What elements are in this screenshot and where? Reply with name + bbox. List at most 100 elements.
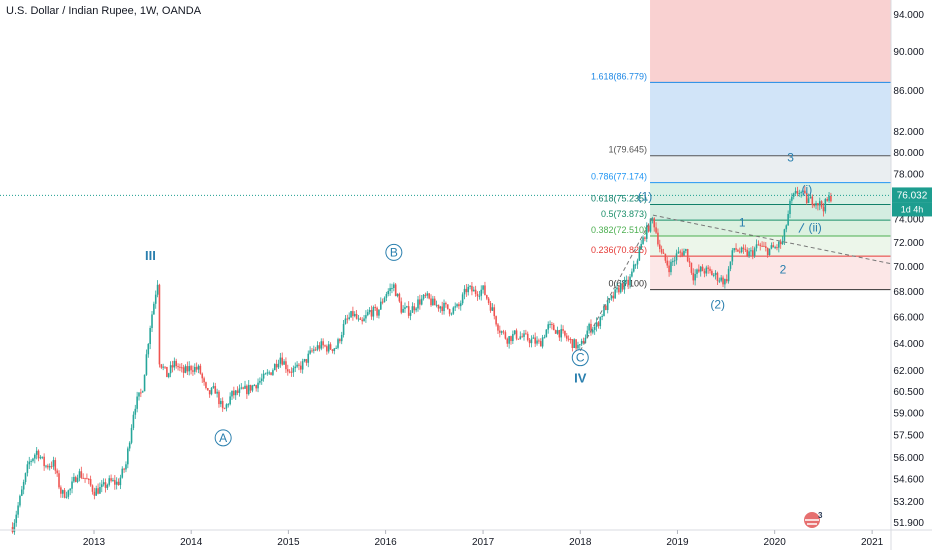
candle-body	[510, 336, 512, 342]
candle-body	[560, 329, 563, 338]
candle-body	[41, 456, 44, 458]
candle-body	[467, 286, 470, 293]
candle-body	[815, 203, 817, 206]
candle-body	[192, 370, 194, 372]
candle-body	[348, 317, 350, 319]
candle-body	[121, 468, 124, 478]
fib-level-label: 0.236(70.825)	[591, 245, 647, 255]
candle-body	[781, 240, 784, 245]
candle-body	[393, 284, 395, 289]
candle-body	[307, 353, 310, 363]
candle-body	[664, 253, 667, 261]
candle-body	[370, 309, 373, 317]
candle-body	[699, 266, 702, 272]
candle-body	[272, 370, 274, 375]
candle-body	[50, 466, 53, 468]
candle-body	[580, 340, 583, 345]
time-axis: 2013 2014 2015 2016 2017 2018 2019 2020 2021	[83, 530, 884, 548]
candle-body	[93, 491, 96, 496]
candle-body	[698, 269, 700, 272]
fib-zone	[650, 220, 891, 236]
candle-body	[270, 372, 272, 375]
candle-body	[298, 364, 300, 366]
candle-body	[177, 366, 179, 368]
candle-body	[765, 246, 767, 249]
candle-body	[199, 365, 202, 374]
candle-body	[798, 193, 801, 195]
price-tick-label: 54.600	[893, 475, 924, 486]
candle-body	[169, 365, 172, 374]
price-tick-label: 86.000	[893, 86, 924, 97]
candle-body	[69, 488, 71, 491]
candle-body	[203, 378, 205, 383]
candle-body	[757, 244, 760, 246]
candle-body	[197, 365, 200, 370]
candle-body	[346, 318, 349, 320]
candle-body	[532, 337, 535, 339]
candle-body	[497, 324, 499, 331]
candle-body	[352, 311, 354, 317]
candle-body	[374, 307, 377, 309]
time-tick-label: 2016	[374, 537, 397, 548]
fib-zone	[650, 0, 891, 83]
candle-body	[712, 274, 715, 276]
candle-body	[610, 295, 613, 299]
candle-body	[495, 316, 497, 325]
candle-body	[184, 366, 187, 373]
candle-body	[657, 232, 659, 245]
candle-body	[716, 272, 719, 281]
candle-body	[22, 482, 25, 490]
candle-body	[244, 385, 246, 389]
candle-body	[666, 260, 669, 266]
candle-body	[259, 380, 261, 383]
candle-body	[32, 458, 34, 461]
candle-body	[724, 279, 726, 285]
candle-body	[140, 392, 142, 394]
candle-body	[134, 408, 137, 415]
candle-body	[692, 272, 695, 281]
candle-body	[733, 248, 735, 251]
candle-body	[711, 270, 713, 276]
candle-body	[813, 205, 815, 207]
wave-label: B	[390, 245, 398, 259]
candle-body	[703, 271, 706, 274]
candle-body	[164, 366, 166, 368]
candle-body	[326, 346, 328, 352]
candle-body	[642, 237, 644, 244]
candle-body	[685, 249, 687, 251]
candle-body	[586, 330, 589, 338]
candle-body	[82, 477, 84, 479]
candle-body	[154, 294, 157, 304]
candle-body	[216, 391, 218, 394]
fib-zone	[650, 182, 891, 205]
candle-body	[379, 301, 382, 310]
candle-body	[499, 330, 501, 333]
candle-body	[355, 313, 358, 319]
candle-body	[800, 192, 802, 194]
candle-body	[210, 387, 213, 395]
candle-body	[406, 306, 408, 308]
candle-body	[80, 471, 83, 478]
price-axis: 51.900 53.200 54.600 56.000 57.500 59.000 60.5…	[893, 10, 924, 529]
candle-body	[262, 373, 265, 379]
candle-body	[311, 350, 313, 352]
candle-body	[132, 414, 135, 428]
price-tick-label: 64.000	[893, 339, 924, 350]
candle-body	[420, 298, 423, 305]
candle-body	[785, 225, 788, 230]
candle-body	[294, 366, 297, 369]
wave-label-circle	[571, 349, 589, 367]
candle-body	[567, 338, 570, 340]
candle-body	[138, 392, 140, 397]
candle-body	[556, 330, 559, 334]
candle-body	[339, 339, 341, 342]
candle-body	[508, 336, 510, 344]
candle-body	[478, 295, 481, 297]
candle-body	[171, 365, 174, 368]
candle-body	[99, 487, 101, 494]
candle-body	[123, 468, 125, 470]
candle-body	[324, 345, 326, 347]
candle-body	[792, 193, 795, 197]
candle-body	[344, 318, 347, 324]
